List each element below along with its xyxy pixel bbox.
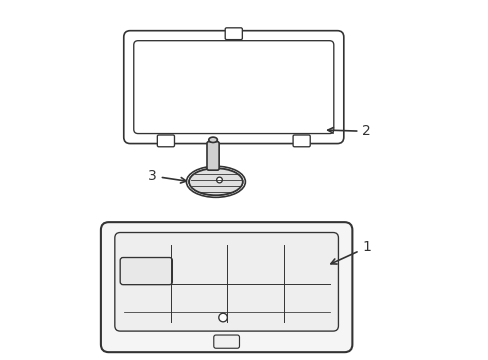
- Ellipse shape: [186, 166, 245, 197]
- Ellipse shape: [189, 168, 242, 195]
- FancyBboxPatch shape: [213, 335, 239, 348]
- Ellipse shape: [208, 137, 217, 143]
- FancyBboxPatch shape: [292, 135, 309, 147]
- FancyBboxPatch shape: [115, 233, 338, 331]
- Ellipse shape: [189, 168, 242, 195]
- FancyBboxPatch shape: [120, 257, 172, 285]
- FancyBboxPatch shape: [134, 41, 333, 134]
- FancyBboxPatch shape: [206, 141, 219, 170]
- Circle shape: [216, 177, 222, 183]
- Text: 3: 3: [148, 169, 186, 183]
- Circle shape: [218, 313, 227, 322]
- FancyBboxPatch shape: [157, 135, 174, 147]
- FancyBboxPatch shape: [123, 31, 343, 144]
- Text: 1: 1: [330, 240, 370, 264]
- FancyBboxPatch shape: [101, 222, 352, 352]
- Text: 2: 2: [327, 124, 370, 138]
- FancyBboxPatch shape: [225, 28, 242, 40]
